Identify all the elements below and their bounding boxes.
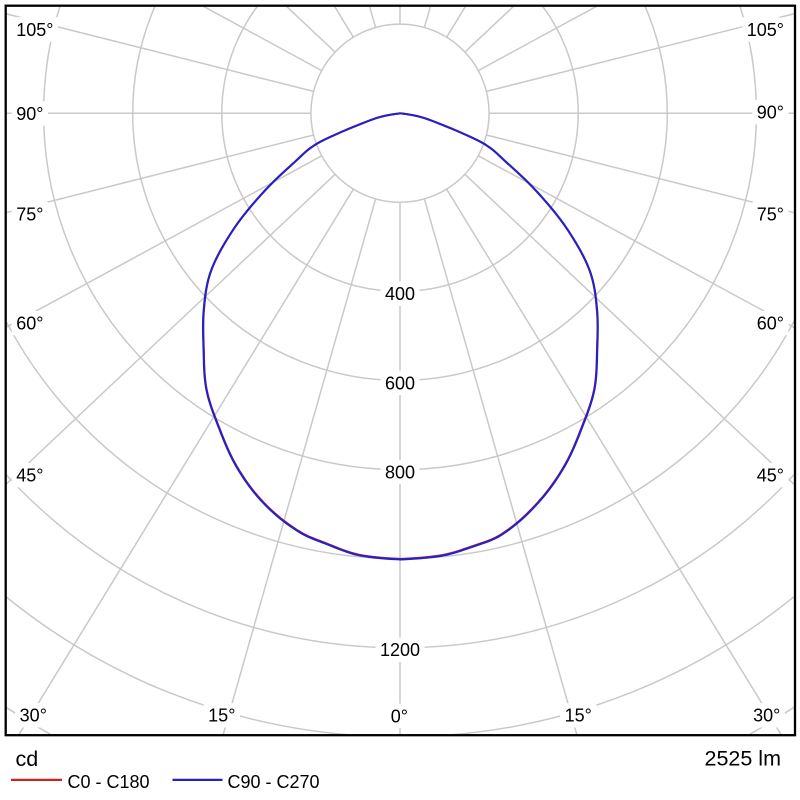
svg-text:C90 - C270: C90 - C270 — [228, 772, 320, 792]
svg-text:105°: 105° — [16, 20, 53, 40]
svg-text:75°: 75° — [16, 205, 43, 225]
svg-text:30°: 30° — [753, 706, 780, 726]
svg-text:45°: 45° — [16, 466, 43, 486]
svg-text:2525 lm: 2525 lm — [705, 746, 782, 770]
svg-text:30°: 30° — [20, 706, 47, 726]
svg-text:1200: 1200 — [380, 640, 420, 660]
svg-text:800: 800 — [385, 462, 415, 482]
svg-text:105°: 105° — [747, 20, 784, 40]
svg-text:0°: 0° — [391, 706, 408, 726]
svg-text:45°: 45° — [757, 466, 784, 486]
svg-text:60°: 60° — [757, 314, 784, 334]
svg-text:75°: 75° — [757, 205, 784, 225]
svg-text:60°: 60° — [16, 314, 43, 334]
svg-text:cd: cd — [16, 747, 39, 771]
svg-text:90°: 90° — [757, 103, 784, 123]
svg-text:15°: 15° — [565, 706, 592, 726]
svg-text:600: 600 — [385, 373, 415, 393]
svg-text:15°: 15° — [208, 706, 235, 726]
svg-text:C0 - C180: C0 - C180 — [68, 772, 150, 792]
svg-text:90°: 90° — [16, 104, 43, 124]
svg-text:400: 400 — [385, 284, 415, 304]
